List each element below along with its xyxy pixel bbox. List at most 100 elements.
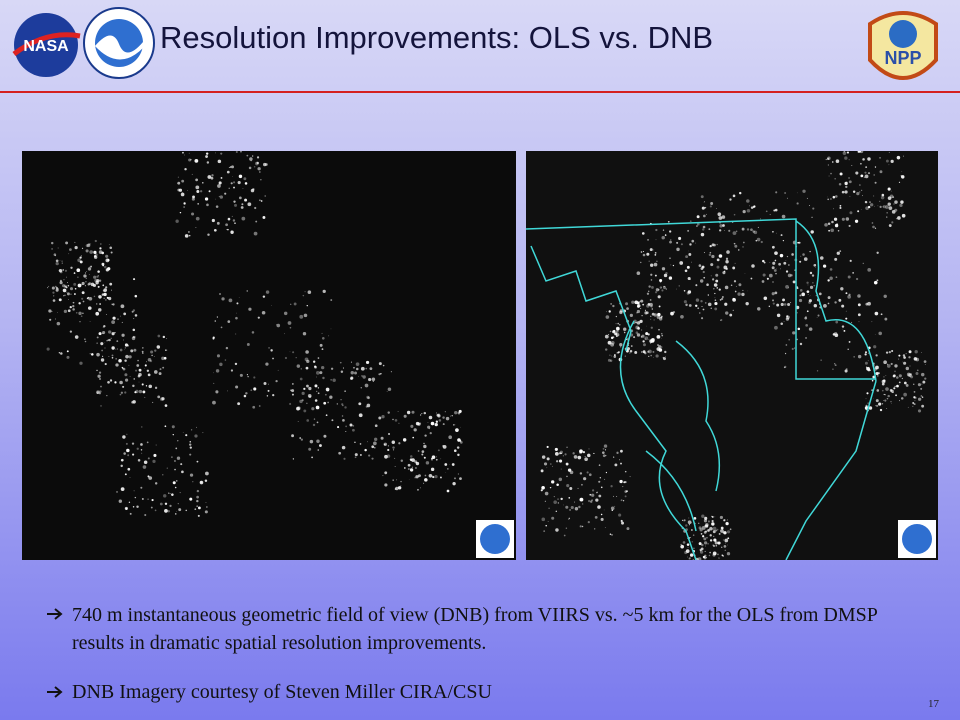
light-speck [706, 536, 708, 539]
light-speck [813, 284, 816, 287]
light-speck [154, 482, 158, 485]
light-speck [784, 191, 787, 194]
light-speck [912, 405, 914, 407]
light-speck [111, 332, 115, 336]
light-speck [159, 502, 163, 506]
light-speck [268, 346, 270, 349]
light-speck [110, 289, 113, 291]
light-speck [407, 463, 411, 467]
light-speck [773, 209, 776, 212]
light-speck [212, 336, 215, 339]
light-speck [235, 316, 238, 320]
light-speck [230, 182, 233, 185]
light-speck [414, 460, 418, 464]
light-speck [626, 347, 630, 351]
light-speck [459, 477, 462, 481]
light-speck [886, 216, 888, 218]
light-speck [898, 181, 901, 183]
light-speck [124, 347, 126, 349]
light-speck [648, 285, 651, 288]
light-speck [105, 254, 109, 258]
light-speck [109, 246, 113, 250]
light-speck [827, 156, 831, 161]
light-speck [158, 372, 162, 376]
light-speck [284, 356, 288, 360]
light-speck [642, 250, 645, 253]
light-speck [162, 335, 166, 339]
light-speck [160, 397, 164, 401]
light-speck [605, 455, 607, 457]
light-speck [727, 544, 728, 546]
light-speck [341, 415, 344, 417]
light-speck [100, 385, 102, 388]
light-speck [411, 410, 415, 414]
light-speck [574, 501, 575, 503]
light-speck [541, 455, 546, 459]
light-speck [394, 457, 396, 459]
light-speck [626, 527, 630, 531]
light-speck [197, 203, 199, 205]
light-speck [127, 454, 130, 457]
light-speck [693, 517, 697, 520]
light-speck [581, 483, 583, 486]
light-speck [177, 188, 181, 192]
light-speck [687, 229, 690, 232]
light-speck [866, 392, 869, 395]
light-speck [316, 439, 320, 443]
light-speck [374, 446, 376, 449]
light-speck [670, 239, 672, 241]
light-speck [311, 407, 315, 411]
light-speck [62, 288, 67, 293]
light-speck [101, 293, 105, 296]
light-speck [829, 276, 833, 281]
light-speck [616, 352, 618, 354]
light-speck [914, 350, 918, 354]
light-speck [658, 317, 663, 321]
light-speck [856, 192, 860, 196]
light-speck [867, 267, 872, 272]
light-speck [691, 261, 692, 263]
light-speck [852, 272, 854, 274]
light-speck [76, 268, 81, 273]
light-speck [263, 162, 267, 167]
light-speck [696, 225, 698, 227]
light-speck [841, 217, 845, 221]
light-speck [272, 357, 274, 360]
light-speck [901, 175, 905, 179]
light-speck [860, 174, 864, 178]
light-speck [354, 456, 357, 459]
light-speck [836, 223, 839, 226]
light-speck [809, 250, 811, 253]
light-speck [591, 499, 593, 501]
light-speck [718, 288, 721, 291]
light-speck [136, 364, 140, 367]
light-speck [914, 400, 916, 402]
light-speck [583, 477, 587, 481]
light-speck [840, 287, 844, 291]
light-speck [899, 400, 901, 402]
light-speck [354, 441, 356, 443]
light-speck [757, 307, 761, 311]
light-speck [781, 214, 786, 219]
light-speck [701, 305, 703, 308]
light-speck [556, 483, 559, 486]
light-speck [812, 281, 814, 284]
light-speck [827, 222, 831, 225]
light-speck [544, 500, 546, 502]
light-speck [98, 332, 102, 336]
light-speck [438, 419, 442, 422]
light-speck [658, 328, 660, 331]
light-speck [150, 506, 153, 509]
light-speck [61, 284, 66, 288]
light-speck [79, 256, 82, 259]
light-speck [128, 355, 132, 359]
light-speck [687, 520, 692, 525]
light-speck [105, 286, 108, 289]
light-speck [541, 485, 545, 490]
light-speck [834, 301, 837, 304]
light-speck [876, 251, 879, 254]
light-speck [708, 554, 711, 557]
light-speck [270, 305, 272, 307]
light-speck [622, 486, 624, 488]
light-speck [562, 455, 564, 457]
